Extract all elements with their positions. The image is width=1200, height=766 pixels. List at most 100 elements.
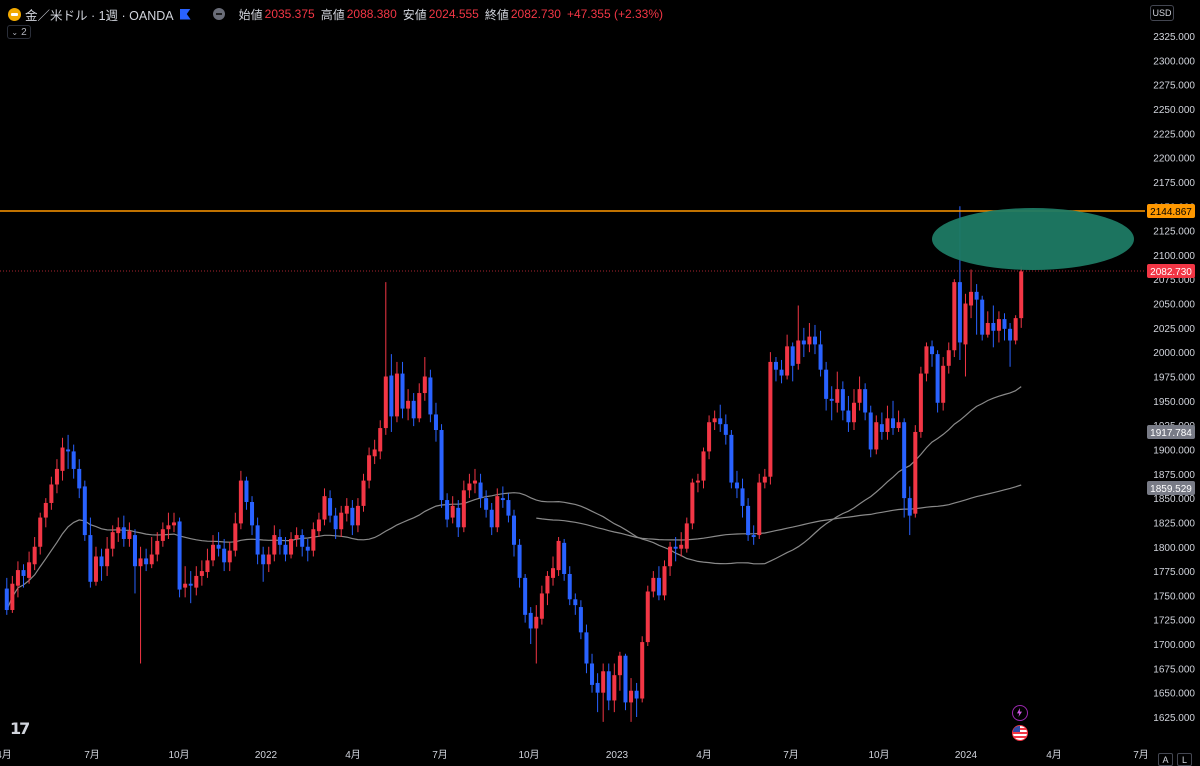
candle xyxy=(394,361,399,423)
candle xyxy=(116,517,121,542)
candle xyxy=(495,488,500,533)
candle xyxy=(985,311,990,338)
candle xyxy=(734,470,739,499)
auto-scale-button[interactable]: A xyxy=(1158,753,1173,766)
candle xyxy=(333,507,338,539)
symbol-header: 金／米ドル · 1週 · OANDA 始値 2035.375 高値 2088.380… xyxy=(8,6,664,23)
price-tick-label: 2325.000 xyxy=(1153,32,1195,43)
flag-icon[interactable] xyxy=(179,8,191,20)
currency-selector[interactable]: USD xyxy=(1150,5,1174,21)
candle xyxy=(71,444,76,479)
candle xyxy=(617,651,622,691)
current-price-badge: 2082.730 xyxy=(1147,264,1195,278)
candle xyxy=(779,359,784,384)
candle xyxy=(896,410,901,432)
candle xyxy=(110,525,115,557)
candle xyxy=(562,538,567,581)
candle xyxy=(177,517,182,598)
candle xyxy=(595,673,600,713)
symbol-title[interactable]: 金／米ドル · 1週 · OANDA xyxy=(25,8,174,23)
lightning-icon[interactable] xyxy=(1012,705,1028,721)
candle xyxy=(227,541,232,572)
candle xyxy=(355,498,360,533)
tradingview-logo-icon[interactable]: 17 xyxy=(10,719,30,738)
indicators-count: 2 xyxy=(21,26,27,38)
candle xyxy=(645,585,650,646)
time-tick-label: 2022 xyxy=(255,750,278,761)
candle xyxy=(712,410,717,431)
candle xyxy=(623,653,628,711)
candle xyxy=(149,537,154,569)
us-flag-icon[interactable] xyxy=(1012,725,1028,741)
candle xyxy=(250,496,255,536)
ma-fast-price-badge: 1917.784 xyxy=(1147,425,1195,439)
candle xyxy=(277,529,282,555)
candle xyxy=(874,415,879,455)
time-tick-label: 4月 xyxy=(696,749,712,761)
candle xyxy=(389,354,394,432)
candle xyxy=(188,571,193,604)
candle xyxy=(484,490,489,518)
candle xyxy=(478,473,483,508)
candle xyxy=(77,459,82,499)
price-tick-label: 1650.000 xyxy=(1153,689,1195,700)
candle xyxy=(66,434,71,469)
candle xyxy=(238,470,243,530)
candle xyxy=(690,478,695,530)
candle xyxy=(578,600,583,640)
svg-text:1859.529: 1859.529 xyxy=(1150,484,1192,495)
change-value: +47.355 (+2.33%) xyxy=(566,7,664,21)
candle xyxy=(383,282,388,435)
collapse-icon[interactable] xyxy=(212,8,225,20)
ma-slow-price-badge: 1859.529 xyxy=(1147,481,1195,495)
candle xyxy=(27,551,32,584)
candle xyxy=(400,361,405,419)
price-tick-label: 2225.000 xyxy=(1153,129,1195,140)
price-tick-label: 2000.000 xyxy=(1153,348,1195,359)
candle xyxy=(556,537,561,576)
candle xyxy=(367,447,372,489)
candle xyxy=(506,493,511,523)
candle xyxy=(963,293,968,377)
candle xyxy=(82,480,87,541)
low-label: 安値 xyxy=(402,7,427,22)
log-scale-button[interactable]: L xyxy=(1177,753,1192,766)
price-tick-label: 1700.000 xyxy=(1153,640,1195,651)
candle xyxy=(946,342,951,374)
time-tick-label: 4月 xyxy=(345,749,361,761)
candle xyxy=(668,541,673,576)
candle xyxy=(417,383,422,423)
candle xyxy=(105,537,110,576)
close-value: 2082.730 xyxy=(510,7,561,21)
candle xyxy=(885,405,890,440)
candle xyxy=(406,389,411,421)
candle xyxy=(372,439,377,465)
indicators-toggle[interactable]: ⌄ 2 xyxy=(7,25,31,39)
price-tick-label: 2100.000 xyxy=(1153,251,1195,262)
candle xyxy=(707,415,712,460)
candle xyxy=(489,502,494,536)
candle xyxy=(1019,266,1024,328)
candle xyxy=(996,311,1001,343)
candle xyxy=(528,607,533,645)
candle xyxy=(38,512,43,555)
candle xyxy=(54,459,59,494)
target-zone-ellipse[interactable] xyxy=(932,208,1134,270)
candle xyxy=(785,334,790,380)
time-tick-label: 7月 xyxy=(84,749,100,761)
price-tick-label: 1975.000 xyxy=(1153,373,1195,384)
time-tick-label: 2023 xyxy=(606,750,629,761)
candle xyxy=(584,624,589,674)
candle xyxy=(991,305,996,348)
price-tick-label: 2050.000 xyxy=(1153,300,1195,311)
candle xyxy=(601,663,606,722)
candle xyxy=(801,327,806,358)
candle xyxy=(15,561,20,598)
svg-text:1917.784: 1917.784 xyxy=(1150,428,1192,439)
candle xyxy=(183,566,188,598)
candle xyxy=(428,369,433,423)
candle xyxy=(121,515,126,547)
candle xyxy=(316,512,321,538)
candle xyxy=(1002,313,1007,341)
